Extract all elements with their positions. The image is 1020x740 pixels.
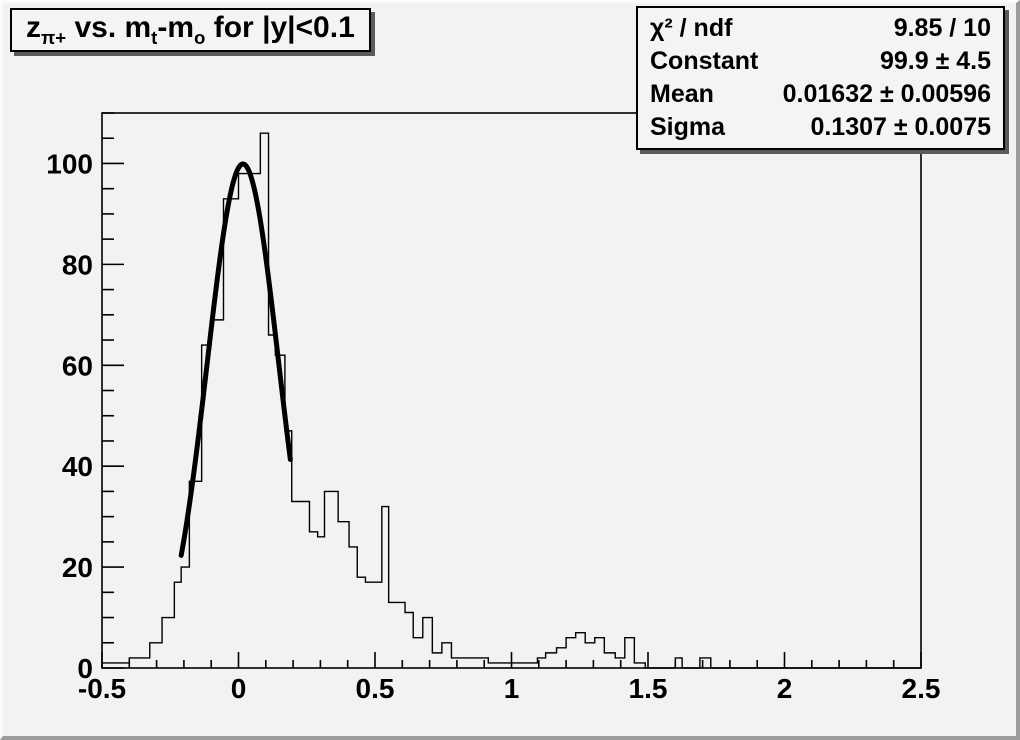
x-axis-tick-label: 2.5 <box>902 673 941 704</box>
x-axis-tick-label: 1 <box>504 673 520 704</box>
title-mid1: vs. m <box>66 11 152 44</box>
stats-row: χ² / ndf 9.85 / 10 <box>650 13 991 43</box>
y-axis-tick-label: 20 <box>62 552 93 583</box>
stats-value: 99.9 ± 4.5 <box>879 46 991 75</box>
x-axis-tick-label: 1.5 <box>629 673 668 704</box>
stats-row: Sigma 0.1307 ± 0.0075 <box>650 112 991 142</box>
x-axis-tick-label: -0.5 <box>78 673 126 704</box>
y-axis-tick-label: 40 <box>62 451 93 482</box>
stats-row: Mean 0.01632 ± 0.00596 <box>650 79 991 109</box>
stats-label: Mean <box>650 79 714 108</box>
fit-stats-box: χ² / ndf 9.85 / 10 Constant 99.9 ± 4.5 Mean 0… <box>636 6 1005 150</box>
y-axis-tick-label: 60 <box>62 350 93 381</box>
x-axis-tick-label: 0.5 <box>356 673 395 704</box>
x-axis-tick-label: 2 <box>777 673 793 704</box>
plot-title: zπ+ vs. mt-mo for |y|<0.1 <box>26 11 355 49</box>
y-axis-tick-label: 80 <box>62 249 93 280</box>
plot-title-box: zπ+ vs. mt-mo for |y|<0.1 <box>10 8 371 52</box>
title-sub-piplus: π+ <box>41 27 67 48</box>
plot-frame <box>101 112 922 669</box>
title-sub-o: o <box>194 27 206 48</box>
x-axis-tick-label: 0 <box>231 673 247 704</box>
stats-value: 0.01632 ± 0.00596 <box>782 79 991 108</box>
stats-row: Constant 99.9 ± 4.5 <box>650 46 991 76</box>
title-mid2: -m <box>157 11 195 44</box>
stats-value: 9.85 / 10 <box>893 13 991 42</box>
stats-label: Sigma <box>650 112 726 141</box>
y-axis-tick-label: 0 <box>77 653 93 684</box>
title-sub-t: t <box>151 27 158 48</box>
title-tail: for |y|<0.1 <box>205 11 355 44</box>
fit-curve <box>178 161 293 558</box>
stats-label: Constant <box>650 46 759 75</box>
title-z: z <box>26 11 41 44</box>
stats-label: χ² / ndf <box>650 13 733 42</box>
stats-value: 0.1307 ± 0.0075 <box>810 112 991 141</box>
y-axis-tick-label: 100 <box>46 148 93 179</box>
